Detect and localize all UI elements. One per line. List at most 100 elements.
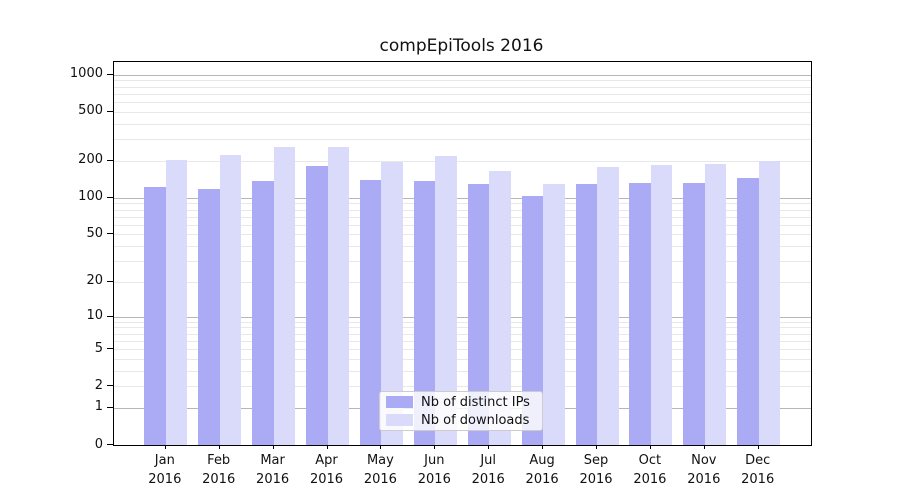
y-tick-label: 500	[78, 103, 103, 119]
gridline-minor	[114, 93, 811, 95]
gridline-minor	[114, 370, 811, 372]
gridline-minor	[114, 333, 811, 335]
plot-area	[113, 61, 812, 446]
bar-downloads-dec	[758, 161, 781, 445]
y-tick-mark	[107, 444, 113, 445]
y-tick-mark	[107, 110, 113, 112]
y-tick-label: 2	[94, 377, 103, 393]
x-tick-mark	[164, 445, 166, 449]
legend-swatch-downloads	[386, 414, 413, 426]
x-tick-label: Jun 2016	[417, 453, 451, 487]
x-tick-mark	[272, 445, 274, 449]
gridline-minor	[114, 203, 811, 205]
x-tick-mark	[488, 445, 490, 449]
bar-ips-may	[359, 180, 382, 445]
x-tick-label: Jul 2016	[471, 453, 505, 487]
gridline-minor	[114, 80, 811, 82]
y-tick-label: 200	[78, 152, 103, 168]
legend-swatch-ips	[386, 396, 413, 408]
gridline-minor	[114, 246, 811, 247]
gridline-minor	[114, 321, 811, 323]
x-tick-label: Apr 2016	[309, 453, 344, 487]
x-tick-mark	[326, 445, 328, 449]
bar-ips-dec	[737, 178, 759, 445]
x-tick-mark	[542, 445, 544, 449]
gridline-minor	[114, 261, 811, 262]
gridline-minor	[114, 281, 811, 283]
bar-ips-oct	[629, 182, 651, 445]
y-tick-mark	[107, 73, 113, 75]
x-tick-mark	[434, 445, 436, 449]
x-tick-label: May 2016	[363, 453, 397, 487]
x-tick-label: Feb 2016	[202, 453, 236, 487]
y-tick-mark	[107, 196, 113, 198]
gridline-minor	[114, 160, 811, 162]
y-tick-label: 5	[94, 340, 103, 356]
chart-title: compEpiTools 2016	[379, 36, 544, 56]
gridline-minor	[114, 224, 811, 226]
y-tick-mark	[107, 159, 113, 161]
bar-ips-aug	[521, 195, 544, 445]
x-tick-label: Mar 2016	[256, 453, 290, 487]
bar-ips-mar	[252, 181, 274, 445]
bar-ips-sep	[575, 184, 597, 445]
bar-ips-nov	[683, 182, 705, 445]
bar-downloads-nov	[704, 163, 727, 445]
y-tick-mark	[107, 348, 113, 349]
gridline-major	[114, 74, 811, 76]
legend-item-ips: Nb of distinct IPs	[386, 395, 536, 410]
x-tick-label: Dec 2016	[741, 453, 775, 487]
bar-ips-jul	[467, 184, 490, 445]
y-tick-mark	[107, 280, 113, 282]
y-tick-mark	[107, 233, 113, 235]
bar-downloads-jul	[489, 170, 511, 445]
bar-downloads-sep	[597, 166, 619, 445]
gridline-major	[114, 316, 811, 318]
y-tick-mark	[107, 315, 113, 317]
gridline-minor	[114, 139, 811, 141]
y-tick-label: 1000	[69, 66, 103, 82]
bar-downloads-feb	[219, 154, 242, 445]
x-tick-mark	[703, 445, 705, 449]
y-tick-label: 20	[86, 273, 103, 289]
y-tick-label: 0	[94, 436, 103, 452]
gridline-minor	[114, 358, 811, 360]
bar-downloads-may	[381, 161, 403, 445]
x-tick-label: Oct 2016	[633, 453, 667, 487]
bar-downloads-apr	[327, 146, 349, 445]
bar-downloads-jan	[165, 159, 188, 445]
gridline-minor	[114, 349, 811, 350]
gridline-minor	[114, 216, 811, 218]
bar-ips-jan	[144, 186, 166, 445]
x-tick-mark	[757, 445, 759, 449]
x-tick-mark	[380, 445, 382, 449]
x-tick-mark	[596, 445, 597, 449]
bar-ips-apr	[306, 165, 328, 445]
gridline-minor	[114, 111, 811, 113]
x-tick-label: Nov 2016	[687, 453, 721, 487]
gridline-minor	[114, 386, 811, 388]
legend-label-ips: Nb of distinct IPs	[421, 394, 530, 410]
x-tick-mark	[649, 445, 651, 449]
y-tick-label: 100	[78, 189, 103, 205]
bar-ips-jun	[413, 180, 436, 445]
gridline-minor	[114, 123, 811, 125]
bar-downloads-mar	[273, 147, 296, 445]
bar-downloads-jun	[435, 155, 457, 445]
legend: Nb of distinct IPs Nb of downloads	[379, 391, 543, 431]
gridline-minor	[114, 234, 811, 236]
y-tick-mark	[107, 406, 113, 408]
legend-item-downloads: Nb of downloads	[386, 413, 536, 428]
gridline-major	[114, 197, 811, 199]
gridline-minor	[114, 86, 811, 88]
y-tick-mark	[107, 385, 113, 387]
x-tick-label: Aug 2016	[525, 453, 559, 487]
gridline-minor	[114, 340, 811, 342]
bar-ips-feb	[198, 188, 220, 445]
gridline-minor	[114, 102, 811, 104]
y-tick-label: 10	[86, 308, 103, 323]
x-tick-label: Jan 2016	[148, 453, 182, 487]
y-tick-label: 1	[94, 399, 103, 415]
gridline-minor	[114, 209, 811, 211]
